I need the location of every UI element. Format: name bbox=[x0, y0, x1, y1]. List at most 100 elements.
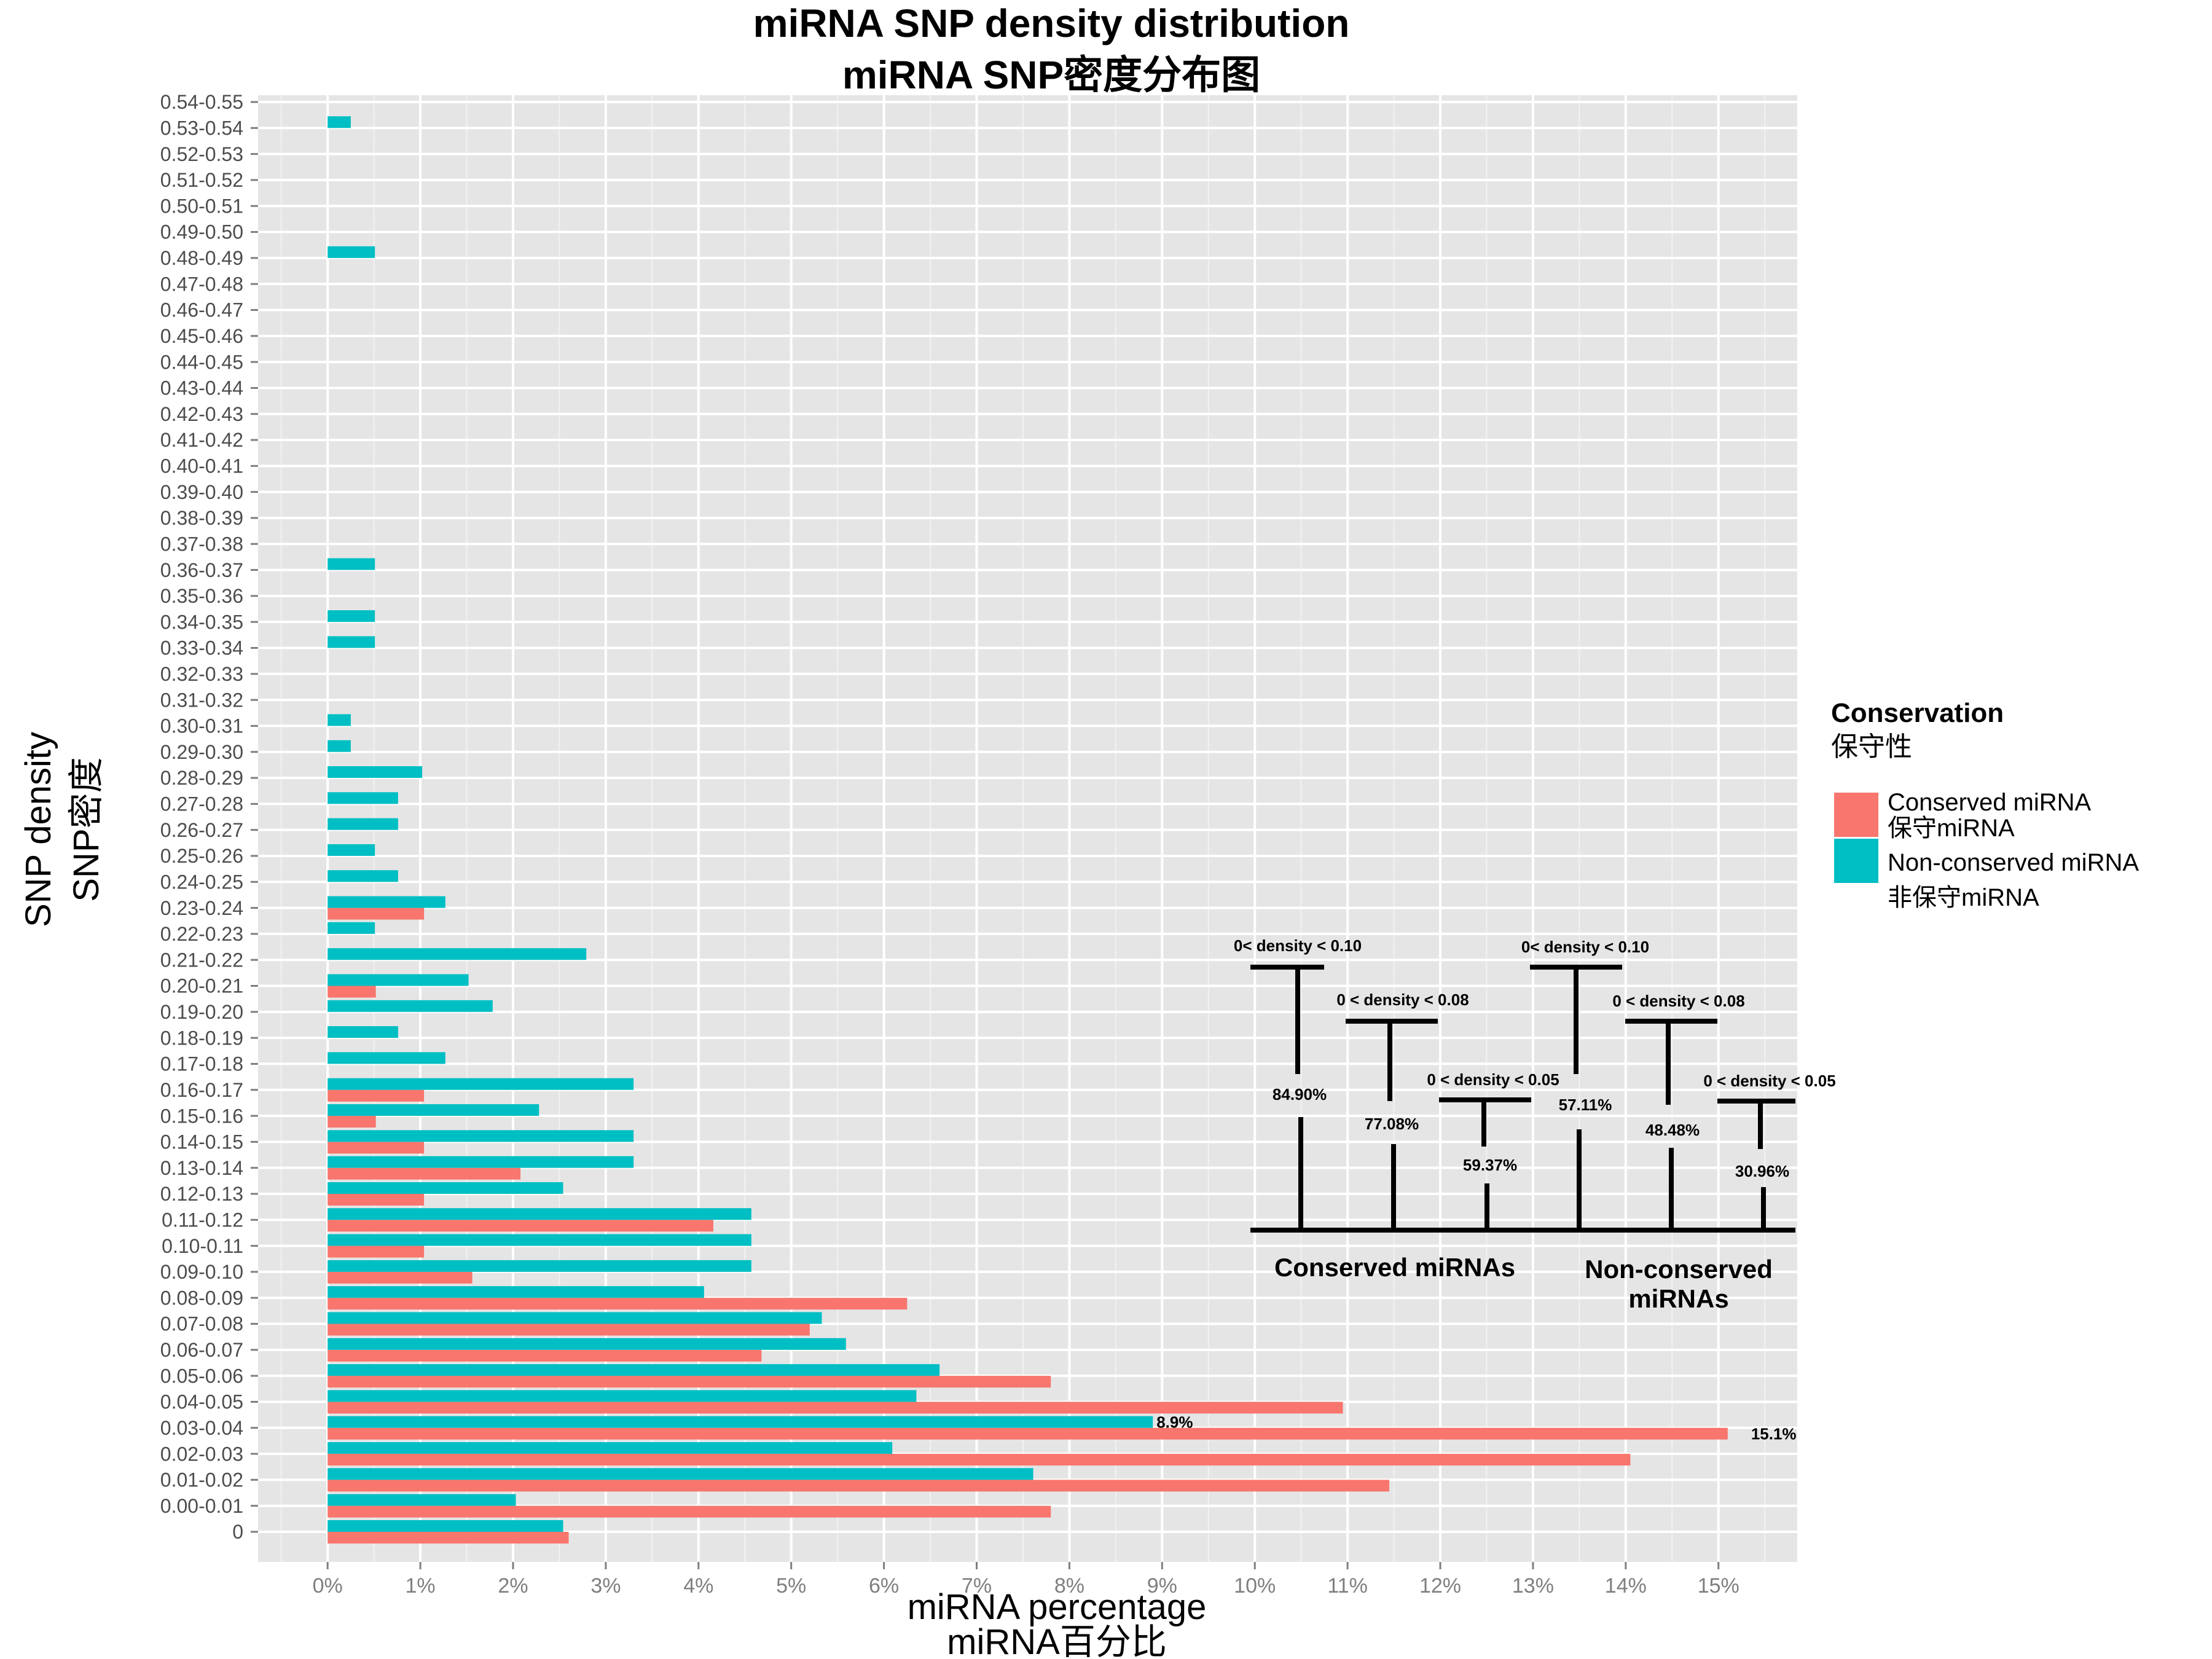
bar-conserved bbox=[327, 986, 376, 998]
bar-nonconserved bbox=[327, 1026, 398, 1038]
annotation-pct-n10: 57.11% bbox=[1559, 1096, 1612, 1114]
y-tick-label: 0.38-0.39 bbox=[160, 507, 243, 529]
y-axis-ticks: 0 0.00-0.01 0.01-0.02 0.02-0.03 0.03-0.04 0.0… bbox=[160, 91, 258, 1543]
bar-nonconserved bbox=[327, 1416, 1153, 1428]
bar-nonconserved bbox=[327, 1286, 704, 1298]
y-tick-label: 0.14-0.15 bbox=[160, 1131, 243, 1153]
x-tick-label: 7% bbox=[962, 1574, 992, 1598]
bar-conserved bbox=[327, 1142, 425, 1154]
bar-nonconserved bbox=[327, 1442, 893, 1454]
chart-title: miRNA SNP density distribution bbox=[753, 1, 1350, 45]
bar-nonconserved bbox=[327, 116, 351, 128]
legend-key-conserved bbox=[1834, 793, 1878, 837]
x-axis-ticks: 0% 1% 2% 3% 4% 5% 6% 7% 8% 9% 10% 11% 12% 13% 14% 15% bbox=[313, 1562, 1739, 1598]
annotation-range-c08: 0 < density < 0.08 bbox=[1336, 990, 1469, 1009]
bar-conserved bbox=[327, 1324, 810, 1336]
y-tick-label: 0.24-0.25 bbox=[160, 871, 243, 893]
y-tick-label: 0.42-0.43 bbox=[160, 403, 243, 425]
bar-conserved bbox=[327, 1505, 1051, 1518]
y-tick-label: 0.46-0.47 bbox=[160, 299, 243, 321]
x-tick-label: 4% bbox=[683, 1574, 713, 1598]
y-tick-label: 0.49-0.50 bbox=[160, 221, 243, 243]
bar-nonconserved bbox=[327, 1182, 563, 1194]
bar-conserved bbox=[327, 1167, 521, 1180]
bar-nonconserved bbox=[327, 922, 375, 934]
annotation-nonconserved-label: Non-conserved bbox=[1585, 1255, 1773, 1284]
y-tick-label: 0.47-0.48 bbox=[160, 273, 243, 295]
x-axis-subtitle: miRNA百分比 bbox=[947, 1622, 1167, 1659]
bar-nonconserved bbox=[327, 1494, 516, 1506]
y-axis-title: SNP density bbox=[18, 732, 58, 927]
annotation-diagram bbox=[1250, 965, 1795, 1233]
bar-nonconserved bbox=[327, 1156, 634, 1168]
bar-nonconserved bbox=[327, 818, 398, 830]
y-tick-label: 0.15-0.16 bbox=[160, 1105, 243, 1127]
bar-nonconserved bbox=[327, 1052, 445, 1064]
x-tick-label: 0% bbox=[313, 1574, 343, 1598]
annotation-range-n05: 0 < density < 0.05 bbox=[1703, 1072, 1835, 1090]
annotation-pct-c08: 77.08% bbox=[1365, 1115, 1419, 1133]
bar-nonconserved bbox=[327, 948, 587, 960]
x-tick-label: 1% bbox=[406, 1574, 436, 1598]
y-axis-subtitle: SNP密度 bbox=[66, 757, 106, 901]
y-tick-label: 0.17-0.18 bbox=[160, 1053, 243, 1075]
bar-conserved bbox=[327, 1349, 762, 1362]
bar-nonconserved bbox=[327, 1312, 822, 1324]
annotation-pct-c10: 84.90% bbox=[1273, 1085, 1327, 1104]
y-tick-label: 0.40-0.41 bbox=[160, 455, 243, 477]
y-tick-label: 0 bbox=[232, 1521, 243, 1543]
bar-conserved bbox=[327, 1271, 473, 1284]
bar-nonconserved bbox=[327, 714, 351, 726]
y-tick-label: 0.25-0.26 bbox=[160, 845, 243, 867]
x-tick-label: 2% bbox=[498, 1574, 528, 1598]
legend: Conservation 保守性 Conserved miRNA 保守miRNA… bbox=[1831, 698, 2139, 911]
bar-conserved bbox=[327, 1089, 425, 1102]
legend-label-conserved-sub: 保守miRNA bbox=[1888, 815, 2015, 842]
y-tick-label: 0.39-0.40 bbox=[160, 481, 243, 503]
bar-conserved bbox=[327, 1402, 1343, 1414]
bar-nonconserved bbox=[327, 610, 375, 622]
y-tick-label: 0.41-0.42 bbox=[160, 429, 243, 451]
bar-nonconserved bbox=[327, 1364, 940, 1376]
y-tick-label: 0.16-0.17 bbox=[160, 1079, 243, 1101]
y-tick-label: 0.06-0.07 bbox=[160, 1339, 243, 1361]
x-tick-label: 9% bbox=[1147, 1574, 1177, 1598]
annotation-text: 0< density < 0.10 84.90% 0 < density < 0… bbox=[1234, 936, 1836, 1313]
y-tick-label: 0.13-0.14 bbox=[160, 1157, 243, 1179]
y-tick-label: 0.23-0.24 bbox=[160, 897, 243, 919]
y-tick-label: 0.00-0.01 bbox=[160, 1495, 243, 1517]
y-tick-label: 0.26-0.27 bbox=[160, 819, 243, 841]
chart-subtitle: miRNA SNP密度分布图 bbox=[842, 53, 1260, 97]
bar-conserved bbox=[327, 1193, 425, 1206]
x-tick-label: 3% bbox=[590, 1574, 621, 1598]
annotation-range-c05: 0 < density < 0.05 bbox=[1427, 1070, 1559, 1089]
y-tick-label: 0.12-0.13 bbox=[160, 1183, 243, 1205]
bars bbox=[327, 116, 1728, 1544]
x-axis-title: miRNA percentage bbox=[908, 1587, 1207, 1627]
annotation-range-n10: 0< density < 0.10 bbox=[1521, 938, 1649, 956]
y-tick-label: 0.31-0.32 bbox=[160, 689, 243, 711]
y-tick-label: 0.53-0.54 bbox=[160, 117, 243, 139]
y-tick-label: 0.11-0.12 bbox=[162, 1209, 243, 1231]
annotation-nonconserved-label-2: miRNAs bbox=[1628, 1284, 1728, 1313]
bar-nonconserved bbox=[327, 1130, 634, 1142]
bar-conserved bbox=[327, 908, 425, 920]
y-tick-label: 0.01-0.02 bbox=[160, 1469, 243, 1491]
x-tick-label: 13% bbox=[1512, 1574, 1554, 1598]
y-tick-label: 0.54-0.55 bbox=[160, 91, 243, 113]
bar-nonconserved bbox=[327, 1520, 563, 1532]
bar-conserved bbox=[327, 1454, 1631, 1466]
y-tick-label: 0.27-0.28 bbox=[160, 793, 243, 815]
y-tick-label: 0.05-0.06 bbox=[160, 1365, 243, 1387]
y-tick-label: 0.45-0.46 bbox=[160, 325, 243, 347]
x-tick-label: 10% bbox=[1234, 1574, 1276, 1598]
bar-nonconserved bbox=[327, 766, 423, 779]
legend-label-conserved: Conserved miRNA bbox=[1888, 789, 2092, 816]
y-tick-label: 0.03-0.04 bbox=[160, 1417, 243, 1439]
y-tick-label: 0.07-0.08 bbox=[160, 1313, 243, 1335]
y-tick-label: 0.19-0.20 bbox=[160, 1001, 243, 1023]
legend-title: Conservation bbox=[1831, 698, 2004, 728]
y-tick-label: 0.02-0.03 bbox=[160, 1443, 243, 1465]
legend-label-nonconserved-sub: 非保守miRNA bbox=[1888, 884, 2039, 911]
